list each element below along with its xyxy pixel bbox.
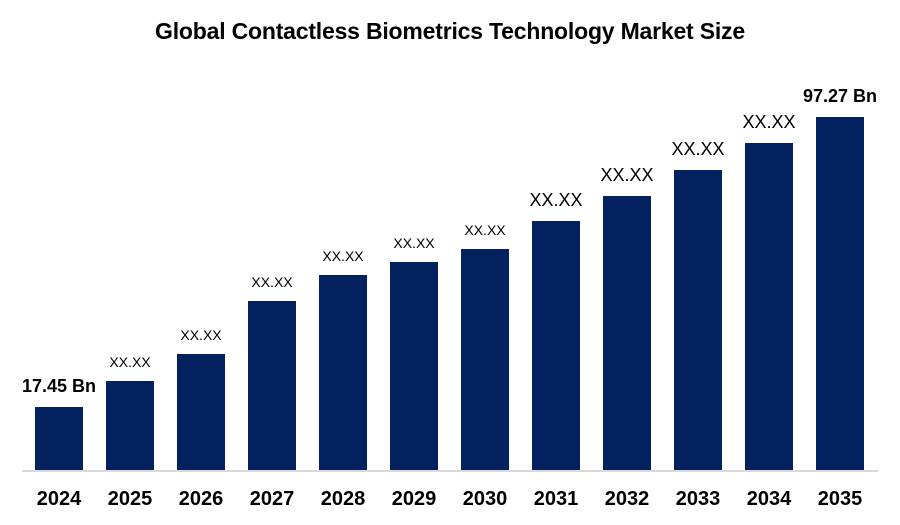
bar-column-2030: XX.XX: [461, 223, 509, 470]
x-axis-label-2026: 2026: [178, 488, 224, 510]
bar-value-label-2033: XX.XX: [671, 139, 725, 160]
x-axis-label-2029: 2029: [391, 488, 437, 510]
bar-value-label-2026: XX.XX: [180, 326, 222, 343]
x-axis-label-2034: 2034: [746, 488, 792, 510]
bar-2024: [35, 406, 83, 470]
x-axis-label-2025: 2025: [107, 488, 153, 510]
bar-value-label-2031: XX.XX: [529, 190, 583, 210]
bar-column-2025: XX.XX: [106, 355, 154, 470]
bar-2030: [461, 248, 509, 470]
bars-row: 17.45 Bn XX.XX XX.XX XX.XX XX.XX XX.XX XX.XX XX…: [22, 87, 877, 470]
x-axis-label-2027: 2027: [249, 488, 295, 510]
bar-2025: [106, 381, 154, 470]
x-axis-label-2031: 2031: [533, 488, 579, 510]
chart-title: Global Contactless Biometrics Technology…: [155, 18, 745, 44]
bar-column-2027: XX.XX: [248, 275, 296, 470]
bar-column-2033: XX.XX: [671, 139, 725, 470]
bar-value-label-2034: XX.XX: [742, 111, 796, 132]
x-axis-label-2024: 2024: [36, 488, 82, 510]
bar-column-2035: 97.27 Bn: [803, 87, 877, 470]
bar-2029: [390, 262, 438, 470]
bar-column-2026: XX.XX: [177, 328, 225, 470]
bar-2027: [248, 301, 296, 470]
x-axis-label-2033: 2033: [675, 488, 721, 510]
bar-value-label-2028: XX.XX: [322, 248, 364, 265]
x-axis-row: 2024 2025 2026 2027 2028 2029 2030 2031 2032 2033…: [35, 488, 864, 511]
bar-2035: [816, 116, 864, 470]
bar-2032: [603, 195, 651, 470]
bar-2031: [532, 221, 580, 470]
bar-column-2031: XX.XX: [529, 190, 583, 470]
bar-column-2024: 17.45 Bn: [22, 377, 96, 470]
bar-value-label-2024: 17.45 Bn: [21, 375, 97, 396]
bar-column-2034: XX.XX: [742, 111, 796, 470]
bar-value-label-2027: XX.XX: [251, 274, 293, 291]
bar-value-label-2025: XX.XX: [109, 354, 151, 371]
x-axis-label-2032: 2032: [604, 488, 650, 510]
x-axis-line: [22, 470, 878, 472]
bar-column-2028: XX.XX: [319, 249, 367, 470]
bar-value-label-2035: 97.27 Bn: [802, 85, 878, 106]
bar-value-label-2032: XX.XX: [600, 164, 654, 185]
x-axis-label-2030: 2030: [462, 488, 508, 510]
bar-2028: [319, 275, 367, 470]
bar-2034: [745, 142, 793, 470]
x-axis-label-2035: 2035: [817, 488, 863, 510]
bar-column-2032: XX.XX: [600, 164, 654, 470]
bar-column-2029: XX.XX: [390, 236, 438, 470]
x-axis-label-2028: 2028: [320, 488, 366, 510]
bar-2026: [177, 353, 225, 470]
bar-2033: [674, 170, 722, 470]
bar-value-label-2029: XX.XX: [393, 235, 435, 251]
bar-value-label-2030: XX.XX: [464, 221, 506, 238]
